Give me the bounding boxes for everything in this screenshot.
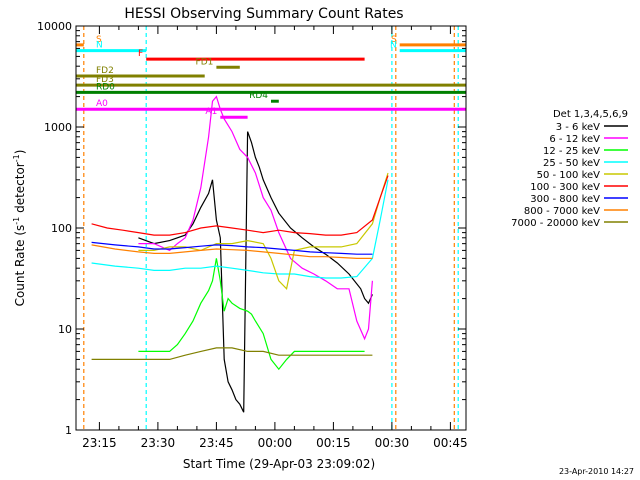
legend-title: Det 1,3,4,5,6,9 bbox=[553, 109, 628, 120]
x-tick-label-2: 23:45 bbox=[199, 436, 234, 450]
flag-label-4: F bbox=[138, 49, 143, 59]
flag-label-5: FD1 bbox=[196, 57, 214, 67]
flag-label-10: A0 bbox=[96, 99, 108, 109]
flag-label-6: FD2 bbox=[96, 66, 114, 76]
legend-label-0: 3 - 6 keV bbox=[556, 122, 600, 133]
y-tick-label-0: 1 bbox=[65, 424, 72, 437]
flag-label-1: S bbox=[391, 35, 397, 45]
flag-label-0: S bbox=[96, 35, 102, 45]
x-tick-label-6: 00:45 bbox=[433, 436, 468, 450]
x-tick-label-0: 23:15 bbox=[82, 436, 117, 450]
flag-label-7: FD3 bbox=[96, 75, 114, 85]
x-tick-label-1: 23:30 bbox=[141, 436, 176, 450]
x-tick-label-4: 00:15 bbox=[316, 436, 351, 450]
y-axis-label: Count Rate (s-1 detector-1) bbox=[12, 150, 27, 307]
legend-label-2: 12 - 25 keV bbox=[543, 146, 600, 157]
series-line-1 bbox=[138, 95, 373, 341]
flag-label-8: RD0 bbox=[96, 82, 115, 92]
plot-frame bbox=[75, 25, 467, 431]
y-tick-label-4: 10000 bbox=[37, 20, 72, 33]
y-tick-label-3: 1000 bbox=[44, 121, 72, 134]
series-line-8 bbox=[91, 347, 373, 360]
legend-label-3: 25 - 50 keV bbox=[543, 158, 600, 169]
series-line-4 bbox=[138, 172, 389, 291]
legend-label-5: 100 - 300 keV bbox=[530, 182, 600, 193]
axes: 1 10 100 1000 10000 23:15 23:30 23:45 00:00 00:15… bbox=[37, 20, 468, 450]
series-line-2 bbox=[138, 258, 365, 371]
y-tick-label-2: 100 bbox=[51, 222, 72, 235]
x-tick-label-5: 00:30 bbox=[375, 436, 410, 450]
series-line-3 bbox=[91, 179, 389, 279]
series-line-0 bbox=[138, 131, 373, 413]
legend-label-4: 50 - 100 keV bbox=[537, 170, 601, 181]
flag-label-2: N bbox=[96, 41, 103, 51]
timestamp: 23-Apr-2010 14:27 bbox=[559, 467, 634, 476]
legend-label-7: 800 - 7000 keV bbox=[524, 206, 600, 217]
flag-label-9: RD4 bbox=[249, 91, 268, 101]
chart-title: HESSI Observing Summary Count Rates bbox=[124, 6, 403, 22]
y-tick-label-1: 10 bbox=[58, 323, 72, 336]
flag-label-11: A1 bbox=[205, 107, 217, 117]
x-axis-label: Start Time (29-Apr-03 23:09:02) bbox=[183, 457, 375, 471]
series-line-5 bbox=[91, 175, 389, 236]
flag-label-3: N bbox=[390, 41, 397, 51]
x-tick-label-3: 00:00 bbox=[258, 436, 293, 450]
series-line-7 bbox=[91, 244, 373, 259]
legend-label-8: 7000 - 20000 keV bbox=[511, 218, 600, 229]
series-line-6 bbox=[91, 241, 373, 255]
legend-label-6: 300 - 800 keV bbox=[530, 194, 600, 205]
legend-label-1: 6 - 12 keV bbox=[549, 134, 600, 145]
